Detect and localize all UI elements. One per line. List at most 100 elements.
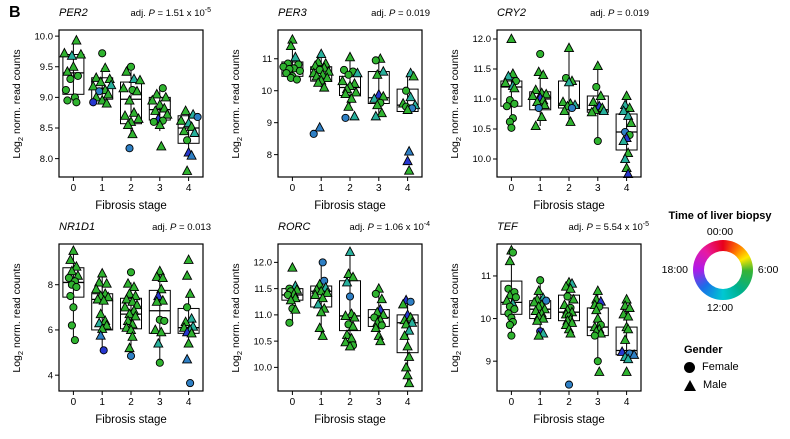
data-point-male (372, 99, 383, 110)
data-point-male (559, 105, 570, 116)
x-axis-label: Fibrosis stage (95, 200, 167, 212)
data-point-female (593, 357, 602, 366)
data-point-male (66, 265, 78, 276)
data-point-female (64, 273, 73, 282)
data-point-female (61, 85, 70, 95)
gene-title: PER2 (59, 7, 88, 20)
data-point-male (186, 149, 197, 160)
y-tick-label: 9.5 (40, 62, 53, 73)
data-point-male (312, 298, 324, 309)
data-point-male (622, 353, 634, 364)
data-point-male (621, 366, 632, 376)
data-point-female (295, 66, 304, 75)
data-point-male (122, 315, 134, 325)
x-tick-label: 0 (71, 397, 77, 408)
data-point-male (159, 102, 170, 113)
data-point-male (134, 74, 146, 85)
data-point-female (158, 84, 167, 93)
data-point-male (175, 114, 187, 125)
data-point-female (507, 331, 516, 340)
data-point-male (557, 96, 569, 107)
x-tick-label: 1 (318, 397, 324, 408)
x-tick-label: 0 (71, 183, 77, 194)
data-point-male (156, 140, 167, 151)
data-point-male (124, 342, 135, 353)
data-point-female (126, 62, 136, 71)
y-axis-label: Log2 norm. read counts (449, 49, 464, 159)
x-tick-label: 1 (99, 397, 105, 408)
data-point-male (87, 80, 99, 91)
x-tick-label: 1 (537, 397, 543, 408)
data-point-male (500, 77, 511, 87)
data-point-female (95, 87, 104, 96)
x-tick-label: 2 (347, 183, 353, 194)
data-point-male (285, 294, 297, 305)
data-point-male (93, 276, 105, 287)
data-point-female (66, 74, 75, 84)
data-point-male (402, 104, 413, 114)
data-point-male (344, 246, 356, 256)
data-point-male (586, 106, 598, 117)
data-point-male (343, 268, 354, 278)
data-point-male (125, 324, 137, 334)
x-tick-label: 3 (157, 397, 163, 408)
legend-time-title: Time of liver biopsy (668, 210, 772, 222)
data-point-male (124, 308, 135, 319)
data-point-female (72, 98, 81, 107)
data-point-male (183, 337, 194, 348)
x-tick-label: 3 (157, 183, 163, 194)
data-point-male (315, 285, 327, 296)
y-tick-label: 8.0 (40, 154, 53, 165)
data-point-male (133, 113, 144, 123)
data-point-male (598, 105, 610, 116)
data-point-male (287, 261, 298, 272)
data-point-male (625, 117, 637, 128)
plot-per3: 8 9 10 11 0 1 2 3 4 (261, 29, 423, 194)
panel-per3: PER3 adj. P = 0.019 Log2 norm. read coun… (230, 6, 445, 218)
data-point-male (504, 255, 516, 266)
data-point-female (66, 291, 75, 301)
data-point-male (156, 326, 167, 337)
data-point-male (285, 40, 297, 51)
x-tick-label: 3 (595, 183, 601, 194)
data-point-male (312, 76, 324, 87)
data-point-male (536, 111, 547, 122)
data-point-female (563, 292, 572, 301)
clock-label-1800: 18:00 (661, 264, 688, 276)
x-tick-label: 4 (186, 183, 192, 194)
data-point-female (318, 258, 327, 267)
x-tick-label: 4 (624, 397, 630, 408)
data-point-male (127, 128, 138, 139)
plot-border (496, 29, 642, 178)
data-point-male (59, 47, 70, 58)
x-tick-label: 2 (566, 397, 572, 408)
data-point-female (160, 316, 169, 325)
data-point-male (124, 94, 135, 105)
y-tick-label: 11 (481, 271, 491, 282)
data-point-male (157, 294, 169, 305)
data-point-male (403, 324, 415, 335)
data-point-female (505, 320, 514, 330)
data-point-male (341, 329, 353, 339)
data-point-male (403, 377, 415, 388)
data-point-male (153, 337, 164, 348)
data-point-male (403, 145, 415, 156)
data-point-male (186, 312, 197, 323)
data-point-male (290, 303, 301, 314)
data-point-male (122, 119, 134, 129)
data-point-male (90, 72, 102, 82)
y-tick-label: 4 (48, 370, 53, 381)
data-point-female (536, 276, 545, 285)
y-tick-label: 12.0 (254, 258, 273, 269)
x-tick-label: 3 (376, 397, 382, 408)
data-point-male (128, 73, 140, 84)
data-point-male (592, 312, 604, 323)
data-point-male (95, 76, 106, 87)
data-point-male (622, 110, 634, 120)
data-point-male (102, 88, 114, 99)
data-point-male (150, 105, 161, 115)
y-tick-label: 6 (48, 325, 53, 336)
x-tick-label: 3 (595, 397, 601, 408)
data-point-female (70, 336, 79, 345)
data-point-female (564, 380, 574, 389)
